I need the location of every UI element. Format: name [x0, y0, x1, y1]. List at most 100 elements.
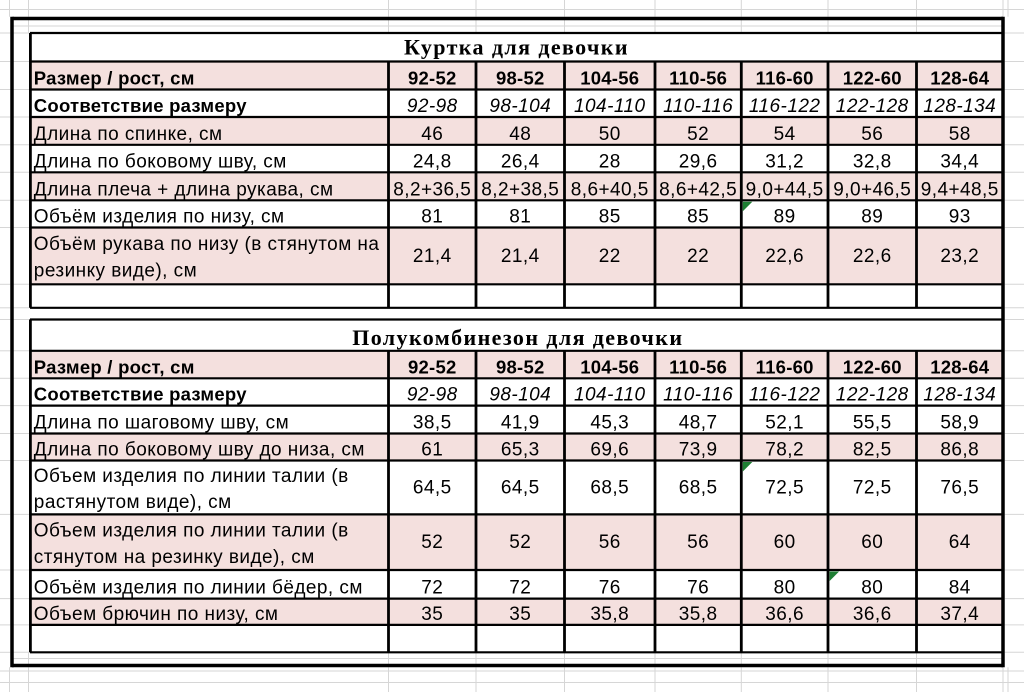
svg-text:21,4: 21,4: [413, 246, 452, 267]
svg-text:110-116: 110-116: [663, 385, 733, 406]
svg-text:72,5: 72,5: [853, 477, 892, 498]
svg-text:22: 22: [599, 246, 621, 267]
svg-text:64: 64: [949, 532, 971, 553]
svg-text:Соответствие размеру: Соответствие размеру: [34, 95, 247, 116]
svg-text:35,8: 35,8: [590, 604, 629, 625]
svg-text:Длина по спинке, см: Длина по спинке, см: [34, 124, 223, 145]
svg-text:Объём изделия по линии бёдер,: Объём изделия по линии бёдер, см: [34, 578, 363, 599]
svg-text:82,5: 82,5: [853, 440, 892, 461]
svg-text:80: 80: [861, 578, 883, 599]
svg-text:64,5: 64,5: [501, 477, 540, 498]
svg-text:Объем брючин по низу, см: Объем брючин по низу, см: [34, 604, 279, 625]
svg-text:52,1: 52,1: [765, 413, 804, 434]
svg-text:Объем изделия по линии талии (: Объем изделия по линии талии (в: [34, 521, 349, 542]
svg-text:128-134: 128-134: [923, 385, 996, 406]
svg-text:68,5: 68,5: [679, 477, 718, 498]
svg-text:72,5: 72,5: [765, 477, 804, 498]
svg-text:56: 56: [599, 532, 621, 553]
svg-text:60: 60: [774, 532, 796, 553]
svg-text:Длина по боковому шву, см: Длина по боковому шву, см: [34, 151, 287, 172]
svg-text:24,8: 24,8: [413, 151, 452, 172]
svg-text:116-122: 116-122: [749, 96, 820, 117]
svg-text:80: 80: [774, 578, 796, 599]
svg-text:65,3: 65,3: [501, 440, 540, 461]
svg-text:122-60: 122-60: [843, 356, 902, 377]
svg-text:86,8: 86,8: [940, 440, 979, 461]
svg-text:26,4: 26,4: [501, 151, 540, 172]
svg-text:98-52: 98-52: [496, 356, 545, 377]
svg-text:38,5: 38,5: [413, 413, 452, 434]
svg-text:104-110: 104-110: [574, 385, 645, 406]
svg-text:84: 84: [949, 578, 971, 599]
svg-text:37,4: 37,4: [940, 604, 979, 625]
svg-text:22,6: 22,6: [765, 246, 804, 267]
svg-text:92-98: 92-98: [407, 96, 458, 117]
svg-text:22: 22: [687, 246, 709, 267]
svg-text:110-116: 110-116: [663, 96, 733, 117]
svg-text:стянутом на резинку виде), см: стянутом на резинку виде), см: [34, 547, 315, 568]
svg-text:60: 60: [861, 532, 883, 553]
svg-text:104-56: 104-56: [580, 68, 639, 89]
svg-text:56: 56: [687, 532, 709, 553]
svg-text:116-60: 116-60: [756, 356, 814, 377]
svg-text:8,2+38,5: 8,2+38,5: [481, 179, 559, 200]
svg-text:78,2: 78,2: [765, 440, 804, 461]
svg-text:85: 85: [687, 207, 709, 228]
svg-text:52: 52: [687, 124, 709, 145]
svg-text:36,6: 36,6: [765, 604, 804, 625]
svg-text:45,3: 45,3: [590, 413, 629, 434]
svg-text:34,4: 34,4: [940, 151, 979, 172]
svg-text:Размер / рост, см: Размер / рост, см: [34, 356, 195, 377]
svg-text:Длина плеча + длина рукава, см: Длина плеча + длина рукава, см: [34, 179, 334, 200]
svg-text:Длина по боковому шву до низа,: Длина по боковому шву до низа, см: [34, 440, 365, 461]
svg-text:48,7: 48,7: [679, 413, 718, 434]
svg-text:89: 89: [774, 207, 796, 228]
svg-text:35: 35: [421, 604, 443, 625]
svg-text:9,0+44,5: 9,0+44,5: [746, 179, 824, 200]
svg-text:резинку виде), см: резинку виде), см: [34, 261, 197, 282]
svg-text:8,2+36,5: 8,2+36,5: [393, 179, 471, 200]
svg-text:92-52: 92-52: [408, 68, 457, 89]
svg-text:29,6: 29,6: [679, 151, 718, 172]
svg-text:54: 54: [774, 124, 796, 145]
svg-text:41,9: 41,9: [501, 413, 540, 434]
svg-text:50: 50: [599, 124, 621, 145]
svg-text:122-128: 122-128: [836, 96, 909, 117]
svg-text:128-134: 128-134: [923, 96, 996, 117]
svg-text:92-98: 92-98: [407, 385, 458, 406]
svg-text:9,4+48,5: 9,4+48,5: [921, 179, 999, 200]
svg-text:128-64: 128-64: [930, 356, 990, 377]
svg-text:110-56: 110-56: [669, 356, 727, 377]
svg-text:110-56: 110-56: [669, 68, 727, 89]
svg-text:Объём рукава по низу (в стянут: Объём рукава по низу (в стянутом на: [34, 234, 380, 255]
svg-text:56: 56: [861, 124, 883, 145]
svg-text:93: 93: [949, 207, 971, 228]
svg-text:122-60: 122-60: [843, 68, 902, 89]
svg-text:98-52: 98-52: [496, 68, 545, 89]
svg-text:растянутом виде), см: растянутом виде), см: [34, 492, 232, 513]
svg-text:28: 28: [599, 151, 621, 172]
svg-text:64,5: 64,5: [413, 477, 452, 498]
svg-text:Полукомбинезон для девочки: Полукомбинезон для девочки: [352, 325, 683, 350]
svg-text:23,2: 23,2: [940, 246, 979, 267]
svg-text:8,6+42,5: 8,6+42,5: [659, 179, 737, 200]
svg-text:Объём изделия по низу, см: Объём изделия по низу, см: [34, 207, 285, 228]
svg-text:104-56: 104-56: [580, 356, 639, 377]
svg-text:81: 81: [421, 207, 443, 228]
svg-text:48: 48: [509, 124, 531, 145]
svg-text:22,6: 22,6: [853, 246, 892, 267]
svg-text:35,8: 35,8: [679, 604, 718, 625]
svg-text:116-60: 116-60: [756, 68, 814, 89]
svg-text:8,6+40,5: 8,6+40,5: [571, 179, 649, 200]
svg-text:69,6: 69,6: [590, 440, 629, 461]
svg-text:58,9: 58,9: [940, 413, 979, 434]
svg-text:Длина по шаговому шву, см: Длина по шаговому шву, см: [34, 413, 289, 434]
svg-text:35: 35: [509, 604, 531, 625]
svg-text:128-64: 128-64: [930, 68, 990, 89]
svg-text:98-104: 98-104: [489, 385, 551, 406]
svg-text:98-104: 98-104: [489, 96, 551, 117]
svg-text:Куртка для девочки: Куртка для девочки: [404, 35, 629, 60]
svg-text:76: 76: [687, 578, 709, 599]
svg-text:73,9: 73,9: [679, 440, 718, 461]
svg-text:89: 89: [861, 207, 883, 228]
